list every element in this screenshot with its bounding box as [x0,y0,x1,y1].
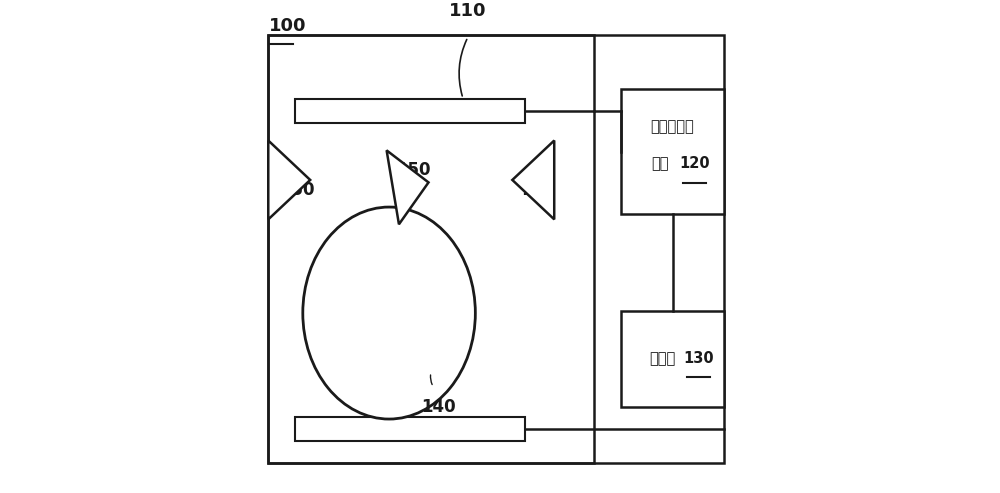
Text: 140: 140 [421,398,456,416]
Text: 150: 150 [281,181,315,199]
Text: 100: 100 [269,17,307,35]
Bar [268,35,594,463]
Text: 150: 150 [396,161,431,179]
Text: 150: 150 [521,181,556,199]
Bar [295,99,525,123]
Text: 120: 120 [679,156,710,172]
Polygon shape [387,150,429,224]
Text: 模块: 模块 [651,156,669,172]
Polygon shape [512,141,554,219]
Text: 电磁波发生: 电磁波发生 [651,119,694,135]
Text: 130: 130 [683,351,713,366]
Text: 110: 110 [449,2,487,21]
Polygon shape [268,141,310,219]
Bar [295,417,525,441]
Text: 控制器: 控制器 [650,351,676,366]
Bar [268,35,724,463]
Bar [621,89,724,214]
Ellipse shape [303,207,475,419]
Bar [621,311,724,407]
